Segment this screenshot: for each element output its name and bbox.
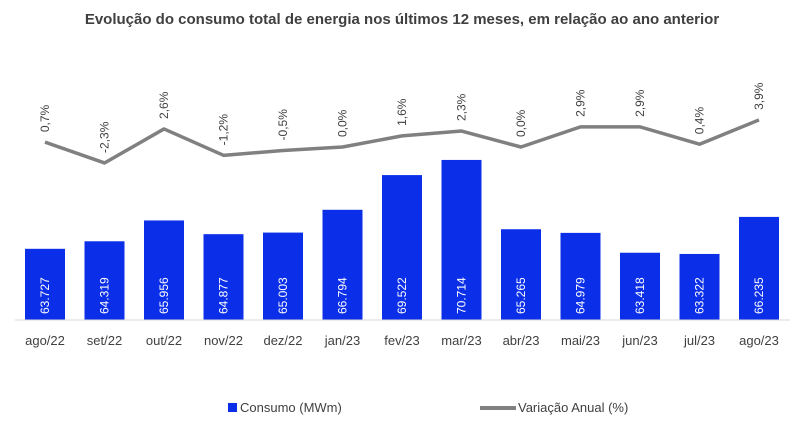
x-tick-label: ago/22 <box>25 333 65 348</box>
bar-data-label: 63.418 <box>633 277 647 314</box>
x-tick-label: out/22 <box>146 333 182 348</box>
legend-label-variacao: Variação Anual (%) <box>518 400 628 415</box>
line-data-label: 1,6% <box>395 98 409 126</box>
line-data-label: 2,9% <box>633 89 647 117</box>
bar-data-label: 65.956 <box>157 277 171 314</box>
x-tick-label: dez/22 <box>263 333 302 348</box>
x-tick-label: jul/23 <box>683 333 715 348</box>
legend-swatch-consumo <box>228 403 237 412</box>
x-tick-label: ago/23 <box>739 333 779 348</box>
chart-title: Evolução do consumo total de energia nos… <box>85 11 720 28</box>
x-tick-label: jan/23 <box>324 333 360 348</box>
line-data-label: 0,0% <box>336 109 350 137</box>
bar-data-label: 70.714 <box>455 277 469 314</box>
bar-data-label: 66.794 <box>336 277 350 314</box>
line-data-label: 0,4% <box>693 107 707 135</box>
bar-data-label: 69.522 <box>395 277 409 314</box>
x-tick-label: abr/23 <box>503 333 540 348</box>
bar-data-label: 65.003 <box>276 277 290 314</box>
bar-data-label: 63.727 <box>38 277 52 314</box>
x-tick-label: fev/23 <box>384 333 419 348</box>
bar-data-label: 64.319 <box>98 277 112 314</box>
line-data-label: 3,9% <box>752 82 766 110</box>
line-data-label: 0,0% <box>514 109 528 137</box>
x-tick-label: jun/23 <box>621 333 657 348</box>
legend-label-consumo: Consumo (MWm) <box>240 400 342 415</box>
x-tick-label: nov/22 <box>204 333 243 348</box>
x-tick-label: mar/23 <box>441 333 481 348</box>
bar-data-label: 66.235 <box>752 277 766 314</box>
line-data-label: 2,9% <box>574 89 588 117</box>
bar-data-label: 65.265 <box>514 277 528 314</box>
bar-data-label: 64.979 <box>574 277 588 314</box>
x-tick-label: mai/23 <box>561 333 600 348</box>
line-data-label: 0,7% <box>38 104 52 132</box>
line-data-label: -2,3% <box>98 121 112 153</box>
line-data-label: -1,2% <box>217 114 231 146</box>
x-tick-label: set/22 <box>87 333 122 348</box>
line-data-label: 2,3% <box>455 93 469 121</box>
legend: Consumo (MWm) Variação Anual (%) <box>228 400 628 415</box>
bar-data-label: 63.322 <box>693 277 707 314</box>
bar-data-label: 64.877 <box>217 277 231 314</box>
line-data-label: 2,6% <box>157 91 171 119</box>
line-data-label: -0,5% <box>276 109 290 141</box>
